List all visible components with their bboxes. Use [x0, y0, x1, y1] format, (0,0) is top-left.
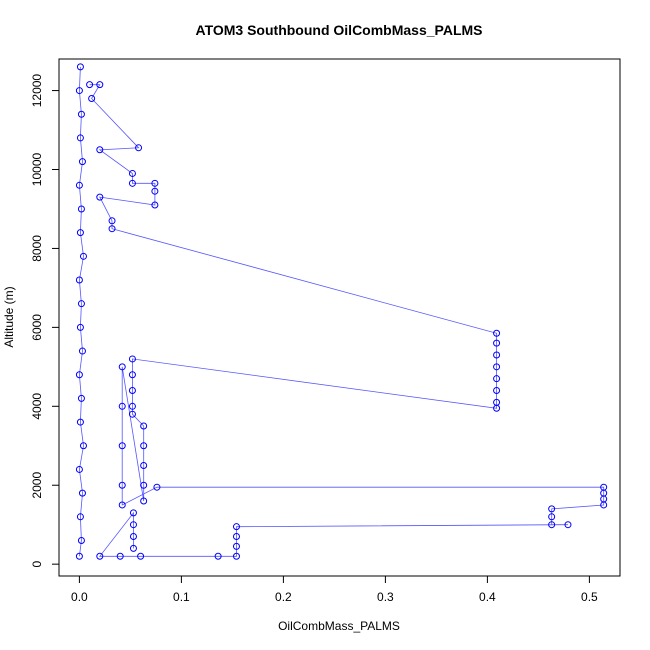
x-tick-label: 0.2	[275, 590, 292, 604]
y-tick-label: 12000	[30, 74, 44, 108]
data-point	[118, 501, 126, 509]
data-point	[108, 217, 116, 225]
data-point	[493, 387, 501, 395]
data-point	[151, 187, 159, 195]
series-line	[89, 84, 605, 557]
data-point	[493, 363, 501, 371]
y-axis: 0 2000 4000 6000 8000 10000 12000	[30, 74, 60, 568]
data-point	[600, 501, 608, 509]
data-point	[76, 63, 84, 71]
data-point	[76, 323, 84, 331]
data-point	[75, 276, 83, 284]
y-tick-label: 10000	[30, 152, 44, 186]
data-point	[77, 394, 85, 402]
data-point	[118, 402, 126, 410]
data-point	[564, 521, 572, 529]
data-point	[116, 552, 124, 560]
data-point	[129, 533, 137, 541]
data-point	[128, 387, 136, 395]
data-point	[129, 544, 137, 552]
data-point	[77, 205, 85, 213]
data-point	[76, 229, 84, 237]
data-point	[151, 179, 159, 187]
chart-title: ATOM3 Southbound OilCombMass_PALMS	[196, 22, 483, 38]
data-point	[140, 461, 148, 469]
data-point	[76, 418, 84, 426]
series-points	[75, 63, 608, 560]
data-point	[128, 179, 136, 187]
x-tick-label: 0.0	[71, 590, 88, 604]
data-point	[140, 442, 148, 450]
x-axis-label: OilCombMass_PALMS	[278, 619, 400, 633]
data-point	[493, 375, 501, 383]
data-point	[214, 552, 222, 560]
data-point	[128, 169, 136, 177]
data-point	[96, 552, 104, 560]
y-axis-label: Altitude (m)	[2, 286, 16, 347]
data-point	[79, 442, 87, 450]
data-point	[76, 134, 84, 142]
data-point	[128, 371, 136, 379]
data-point	[128, 402, 136, 410]
data-point	[140, 497, 148, 505]
data-point	[78, 158, 86, 166]
data-point	[75, 552, 83, 560]
data-point	[76, 513, 84, 521]
data-point	[140, 481, 148, 489]
data-point	[96, 146, 104, 154]
data-point	[77, 300, 85, 308]
data-point	[78, 347, 86, 355]
data-point	[129, 521, 137, 529]
y-tick-label: 8000	[30, 235, 44, 262]
x-axis: 0.0 0.1 0.2 0.3 0.4 0.5	[71, 575, 598, 604]
data-point	[129, 509, 137, 517]
data-point	[75, 87, 83, 95]
y-tick-label: 0	[30, 561, 44, 568]
data-point	[86, 81, 94, 89]
series-line	[78, 66, 84, 557]
data-point	[493, 339, 501, 347]
data-point	[75, 465, 83, 473]
data-point	[79, 252, 87, 260]
data-point	[96, 81, 104, 89]
y-tick-label: 2000	[30, 472, 44, 499]
data-point	[548, 521, 556, 529]
data-point	[548, 505, 556, 513]
data-point	[232, 552, 240, 560]
data-point	[153, 483, 161, 491]
data-point	[140, 422, 148, 430]
data-point	[75, 181, 83, 189]
data-point	[88, 94, 96, 102]
data-point	[232, 542, 240, 550]
x-tick-label: 0.1	[173, 590, 190, 604]
series-lines	[78, 66, 605, 557]
data-point	[493, 329, 501, 337]
data-point	[118, 481, 126, 489]
x-tick-label: 0.5	[581, 590, 598, 604]
data-point	[118, 442, 126, 450]
x-tick-label: 0.3	[377, 590, 394, 604]
data-point	[77, 110, 85, 118]
data-point	[493, 351, 501, 359]
data-point	[135, 144, 143, 152]
data-point	[96, 193, 104, 201]
data-point	[151, 201, 159, 209]
y-tick-label: 6000	[30, 314, 44, 341]
data-point	[128, 410, 136, 418]
data-point	[232, 533, 240, 541]
data-point	[78, 489, 86, 497]
data-point	[75, 371, 83, 379]
data-point	[128, 355, 136, 363]
data-point	[118, 363, 126, 371]
data-point	[232, 523, 240, 531]
x-tick-label: 0.4	[479, 590, 496, 604]
data-point	[77, 536, 85, 544]
data-point	[137, 552, 145, 560]
data-point	[493, 404, 501, 412]
y-tick-label: 4000	[30, 393, 44, 420]
data-point	[548, 513, 556, 521]
data-point	[108, 225, 116, 233]
